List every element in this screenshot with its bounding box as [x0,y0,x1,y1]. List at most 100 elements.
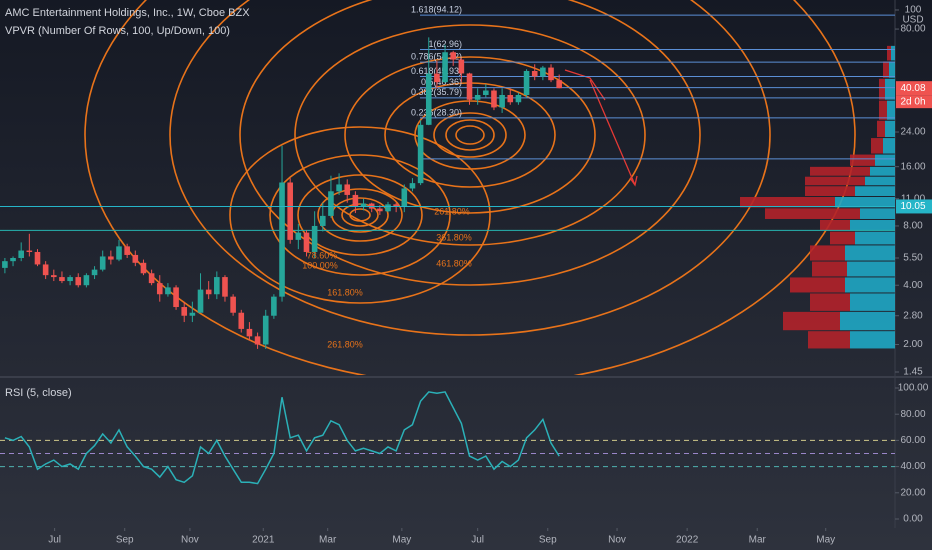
fib-circle-label: 100.00% [302,260,338,270]
x-tick-label: Jul [48,535,61,546]
fib-circle-label: 161.80% [327,287,363,297]
candle-body [458,59,465,74]
candle-body [540,67,546,77]
y-tick-label: 8.00 [903,221,923,232]
candle-body [450,52,457,60]
rsi-title: RSI (5, close) [5,387,72,399]
vp-up-bar [875,154,895,166]
vp-down-bar [850,154,875,166]
candle-body [295,232,302,240]
candle-body [311,225,318,252]
vp-down-bar [883,61,889,78]
vp-down-bar [783,311,840,331]
vp-down-bar [808,331,850,349]
vp-up-bar [845,245,895,261]
price-badge [896,199,932,214]
candle-body [344,184,351,195]
fib-level-label: 0.236(28.30) [411,107,462,117]
vp-up-bar [865,176,895,186]
candle-body [531,70,538,77]
vp-down-bar [805,186,855,196]
fib-circle-label: 78.60% [307,250,338,260]
y-tick-label: 100 [905,5,922,16]
y-tick-label: 1.45 [903,367,923,378]
fib-circle [297,174,423,256]
fib-circle [229,126,491,304]
rsi-y-tick-label: 0.00 [903,514,923,525]
y-tick-label: 80.00 [900,24,925,35]
fib-circle [84,0,856,375]
vp-down-bar [810,245,845,261]
candle-body [523,70,530,96]
candle-body [75,277,82,286]
candle-body [189,312,196,316]
x-tick-label: Sep [539,535,557,546]
rsi-y-tick-label: 100.00 [898,383,929,394]
y-tick-label: 4.00 [903,280,923,291]
vp-down-bar [877,120,885,138]
candle-body [279,182,285,297]
vp-down-bar [810,293,850,311]
candle-body [360,203,367,207]
fib-circle [455,125,485,145]
countdown-badge [896,95,932,109]
candle-body [83,275,90,286]
candle-body [507,95,514,103]
vp-down-bar [740,196,835,208]
vp-up-bar [891,45,895,61]
candle-body [417,124,424,184]
vp-down-bar [765,208,860,219]
fib-circle [349,208,371,222]
candle-body [132,254,139,263]
fib-circle-label: 361.80% [436,232,472,242]
fib-circle [445,119,495,151]
candle-body [393,204,399,207]
candle-body [230,296,236,313]
x-tick-label: May [816,535,835,546]
candle-body [319,215,326,226]
vp-up-bar [845,277,895,293]
y-tick-label: 5.50 [903,253,923,264]
vp-down-bar [830,231,855,245]
fib-circle [239,0,701,286]
rsi-y-tick-label: 40.00 [900,461,925,472]
candle-body [67,277,73,282]
countdown-label: 2d 0h [900,96,925,107]
vp-down-bar [790,277,845,293]
fib-circle [317,188,403,242]
candle-body [59,277,65,282]
candle-body [181,307,188,316]
x-tick-label: Nov [181,535,199,546]
candle-body [262,315,269,345]
vp-up-bar [870,166,895,176]
candle-body [336,184,342,192]
fib-level-label: 1(62.96) [428,39,462,49]
fib-circle [169,0,771,336]
candle-body [556,80,562,89]
candle-body [140,262,147,274]
fib-level-label: 0.382(35.79) [411,87,462,97]
chart-title: AMC Entertainment Holdings, Inc., 1W, Cb… [5,7,250,19]
y-tick-label: 11.00 [901,193,926,204]
vp-down-bar [812,261,847,277]
vp-up-bar [885,78,895,100]
vp-down-bar [879,78,885,100]
vp-down-bar [879,100,887,120]
candle-body [328,191,334,216]
candle-body [491,90,497,108]
candle-body [515,95,522,103]
candle-body [287,182,293,240]
y-tick-label: 2.80 [903,310,923,321]
candle-body [197,289,204,313]
candle-body [246,328,253,337]
x-tick-label: Nov [608,535,626,546]
fib-circle [341,203,379,227]
vp-down-bar [810,166,870,176]
fib-level-label: 0.786(54.32) [411,52,462,62]
currency-label: USD [902,15,923,26]
candle-body [116,246,122,260]
candle-body [50,275,57,278]
candle-body [91,269,98,276]
x-tick-label: Mar [749,535,767,546]
